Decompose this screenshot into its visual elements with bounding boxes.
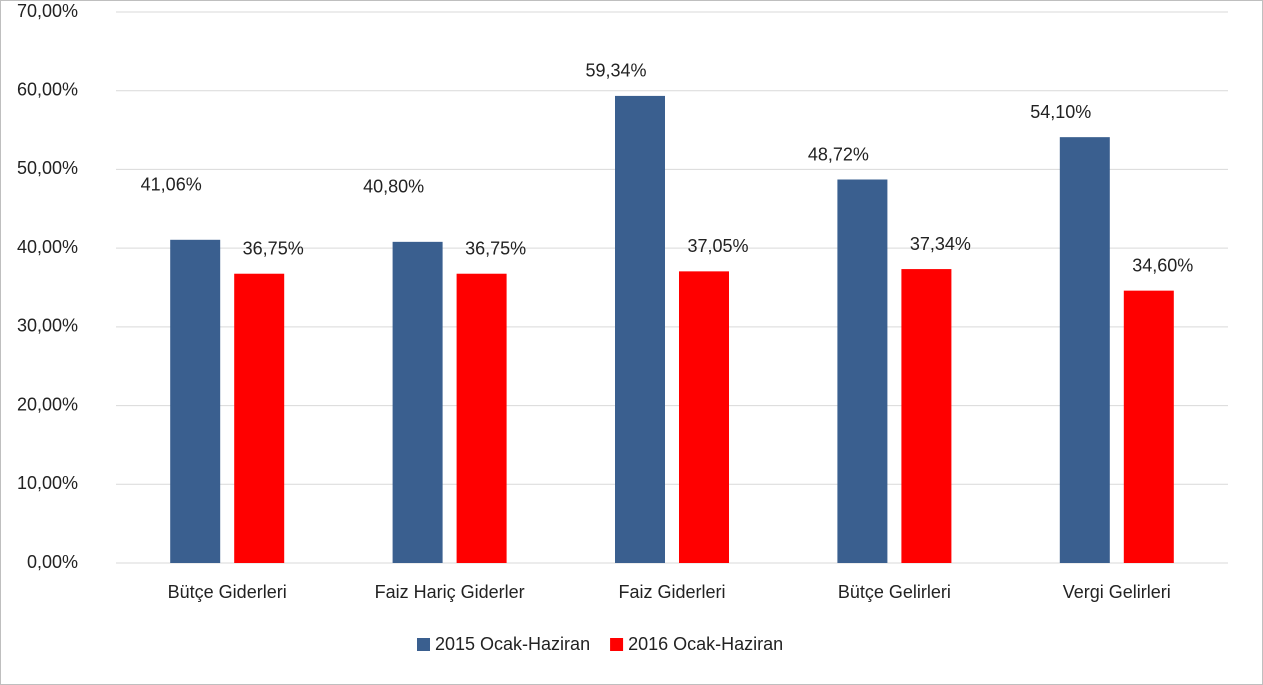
y-tick-label: 0,00% bbox=[27, 552, 78, 572]
y-tick-label: 20,00% bbox=[17, 394, 78, 414]
bar bbox=[615, 95, 665, 564]
x-tick-label: Vergi Gelirleri bbox=[1063, 582, 1171, 602]
data-label: 34,60% bbox=[1132, 255, 1193, 275]
y-tick-label: 50,00% bbox=[17, 158, 78, 178]
bar bbox=[170, 239, 221, 564]
data-label: 41,06% bbox=[141, 175, 202, 195]
bar bbox=[392, 241, 443, 564]
data-label: 48,72% bbox=[808, 144, 869, 164]
legend-label: 2015 Ocak-Haziran bbox=[435, 634, 590, 654]
data-label: 36,75% bbox=[243, 238, 304, 258]
y-tick-label: 30,00% bbox=[17, 316, 78, 336]
x-tick-label: Faiz Giderleri bbox=[618, 582, 725, 602]
legend-label: 2016 Ocak-Haziran bbox=[628, 634, 783, 654]
bar bbox=[837, 179, 888, 563]
data-label: 54,10% bbox=[1030, 102, 1091, 122]
bar bbox=[901, 269, 952, 563]
data-label: 59,34% bbox=[585, 61, 646, 81]
bar bbox=[234, 273, 285, 563]
x-tick-label: Bütçe Gelirleri bbox=[838, 582, 951, 602]
bar bbox=[1123, 290, 1174, 563]
bar bbox=[1059, 137, 1110, 564]
legend-swatch bbox=[610, 638, 624, 651]
data-label: 40,80% bbox=[363, 177, 424, 197]
y-tick-label: 10,00% bbox=[17, 473, 78, 493]
y-tick-label: 60,00% bbox=[17, 79, 78, 99]
data-label: 37,05% bbox=[687, 236, 748, 256]
data-label: 36,75% bbox=[465, 238, 526, 258]
y-tick-label: 40,00% bbox=[17, 237, 78, 257]
bar bbox=[456, 273, 507, 563]
y-tick-label: 70,00% bbox=[17, 1, 78, 21]
data-label: 37,34% bbox=[910, 234, 971, 254]
x-tick-label: Bütçe Giderleri bbox=[168, 582, 287, 602]
legend-swatch bbox=[417, 638, 430, 651]
bar bbox=[679, 271, 729, 563]
x-tick-label: Faiz Hariç Giderler bbox=[375, 582, 525, 602]
